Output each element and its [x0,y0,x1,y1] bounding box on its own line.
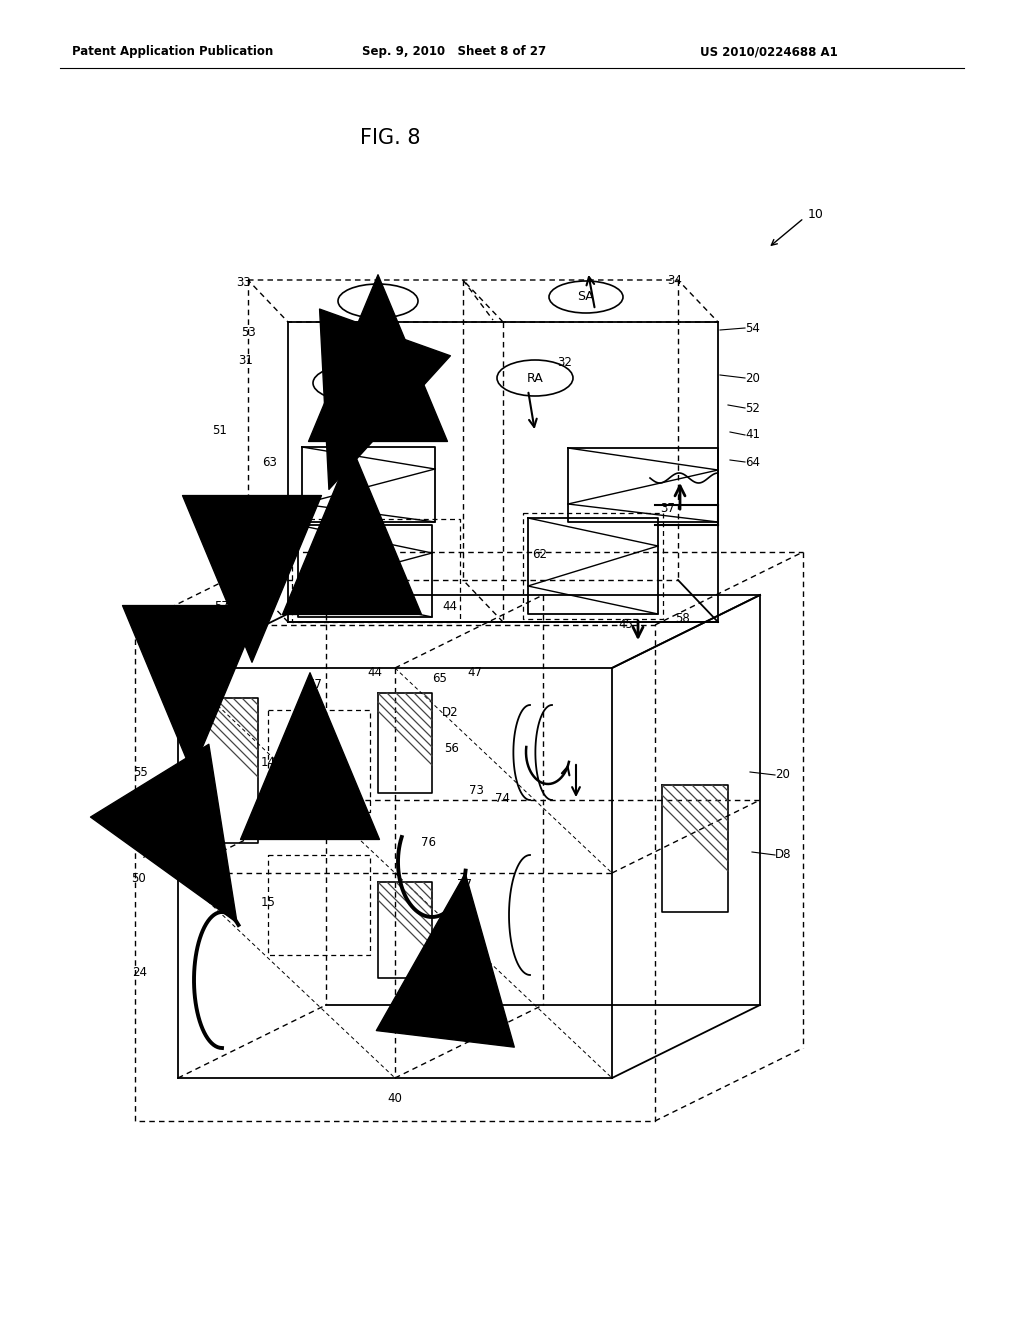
Text: US 2010/0224688 A1: US 2010/0224688 A1 [700,45,838,58]
Text: 24: 24 [132,965,147,978]
Text: 64: 64 [745,455,760,469]
Text: SA: SA [578,290,594,304]
Text: 44: 44 [442,601,458,614]
Text: 61: 61 [265,532,281,544]
Text: 34: 34 [668,275,682,288]
Text: 66: 66 [432,1015,447,1028]
Text: 75: 75 [140,849,156,862]
Text: 20: 20 [745,371,760,384]
Text: D8: D8 [775,849,792,862]
Text: 71: 71 [193,767,208,780]
Text: 47: 47 [468,667,482,680]
Text: 62: 62 [532,549,548,561]
Text: 58: 58 [675,611,689,624]
Text: 56: 56 [444,742,460,755]
Text: 37: 37 [660,502,676,515]
Text: 55: 55 [133,767,147,780]
Text: OA: OA [346,376,365,389]
Text: 45: 45 [618,619,634,631]
Text: FIG. 8: FIG. 8 [359,128,420,148]
Text: 53: 53 [241,326,255,338]
Text: 50: 50 [131,871,145,884]
Text: 51: 51 [213,424,227,437]
Text: 74: 74 [495,792,510,804]
Text: 20: 20 [775,768,790,781]
Text: 36: 36 [220,520,236,533]
Text: D1: D1 [179,701,197,714]
Text: 44: 44 [368,667,383,680]
Text: 40: 40 [387,1092,402,1105]
Text: 57: 57 [307,678,323,692]
Text: 65: 65 [432,672,447,685]
Text: Patent Application Publication: Patent Application Publication [72,45,273,58]
Text: 73: 73 [469,784,483,796]
Text: 33: 33 [237,276,251,289]
Text: 46: 46 [155,661,170,675]
Text: D2: D2 [441,705,459,718]
Text: 57: 57 [215,601,229,614]
Text: 31: 31 [239,354,253,367]
Text: 15: 15 [260,896,275,909]
Text: 41: 41 [745,429,760,441]
Text: 63: 63 [262,455,278,469]
Text: D7: D7 [441,1015,459,1028]
Text: 14: 14 [260,755,275,768]
Text: Sep. 9, 2010   Sheet 8 of 27: Sep. 9, 2010 Sheet 8 of 27 [362,45,546,58]
Text: 32: 32 [557,356,572,370]
Text: 10: 10 [808,209,824,222]
Text: 78: 78 [463,924,477,936]
Text: 52: 52 [745,401,760,414]
Text: 77: 77 [458,879,472,891]
Text: RA: RA [526,371,544,384]
Text: 54: 54 [745,322,760,334]
Text: 76: 76 [421,837,435,850]
Text: EA: EA [370,294,386,308]
